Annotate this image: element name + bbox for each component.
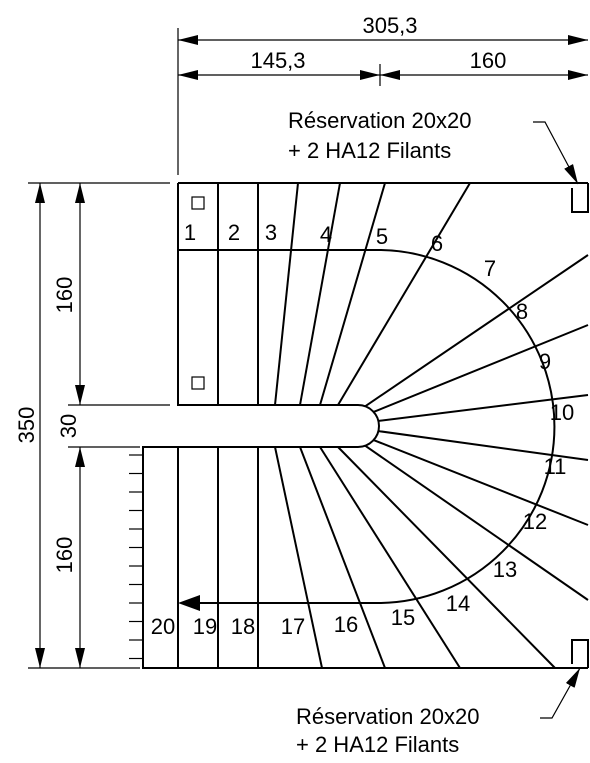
annotation: Réservation 20x20 <box>288 108 471 133</box>
annotations: Réservation 20x20 + 2 HA12 Filants Réser… <box>288 108 581 757</box>
step-number: 5 <box>376 224 388 249</box>
dimension-label: 305,3 <box>362 13 417 38</box>
step-number: 8 <box>516 299 528 324</box>
top-dimensions: 305,3 145,3 160 <box>177 13 588 175</box>
step-edge <box>364 444 589 601</box>
step-number: 2 <box>228 220 240 245</box>
dimension-label: 160 <box>470 48 507 73</box>
step-edge <box>373 324 589 413</box>
step-number: 15 <box>391 605 415 630</box>
annotation: + 2 HA12 Filants <box>296 732 459 757</box>
step-number: 17 <box>281 614 305 639</box>
step-number: 13 <box>493 557 517 582</box>
step-number: 11 <box>544 454 567 479</box>
step-number: 9 <box>539 349 551 374</box>
stair <box>129 182 589 669</box>
dimension-label: 350 <box>14 407 39 444</box>
step-edge <box>337 182 471 406</box>
step-number: 12 <box>523 509 547 534</box>
step-number: 4 <box>320 222 332 247</box>
annotation: Réservation 20x20 <box>296 704 479 729</box>
dimension-label: 145,3 <box>250 48 305 73</box>
step-number: 6 <box>431 231 443 256</box>
dimension-label: 160 <box>52 537 77 574</box>
step-edge <box>319 182 386 406</box>
step-edge <box>274 446 323 669</box>
dimension-label: 160 <box>52 277 77 314</box>
step-edge <box>378 394 589 422</box>
step-edge <box>299 182 341 406</box>
step-number: 1 <box>184 220 196 245</box>
step-edge <box>274 182 299 406</box>
step-number: 10 <box>550 400 574 425</box>
step-number: 18 <box>231 614 255 639</box>
step-edge <box>299 446 386 669</box>
step-number: 19 <box>193 614 217 639</box>
step-number: 16 <box>334 612 358 637</box>
annotation: + 2 HA12 Filants <box>288 138 451 163</box>
dimension-label: 30 <box>56 414 81 438</box>
step-edge <box>373 439 589 526</box>
step-edge <box>378 430 589 461</box>
left-dimensions: 350 160 30 160 <box>14 182 170 669</box>
step-number: 3 <box>265 220 277 245</box>
step-number: 7 <box>484 256 496 281</box>
step-edge <box>337 446 556 669</box>
step-number: 20 <box>151 614 175 639</box>
step-number: 14 <box>446 591 470 616</box>
step-edge <box>364 254 589 408</box>
step-edge <box>319 446 461 669</box>
